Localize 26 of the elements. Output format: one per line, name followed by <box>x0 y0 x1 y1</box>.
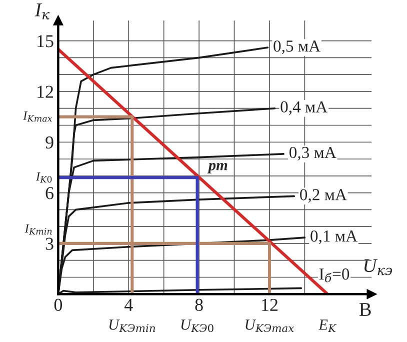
annotation: U$_{KЭmin}$ <box>109 320 156 332</box>
series-label: 0,2 мA <box>300 189 347 203</box>
x-tick-label: 12 <box>262 298 278 311</box>
x-axis-title: U$_{кэ}$ <box>364 259 392 276</box>
series-label: 0,1 мA <box>310 230 358 244</box>
annotation: I$_{K0}$ <box>36 172 52 183</box>
y-tick-label: 15 <box>38 35 54 48</box>
annotation: I$_{Kmin}$ <box>24 224 52 234</box>
x-tick-label: 4 <box>124 298 133 311</box>
annotation: U$_{KЭ0}$ <box>181 320 214 332</box>
y-tick-label: 12 <box>38 86 54 98</box>
annotation: U$_{KЭmax}$ <box>246 320 294 332</box>
annotation: E$_{K}$ <box>318 320 337 332</box>
text: B <box>359 303 371 316</box>
annotation: pm <box>207 162 228 174</box>
series-label: 0,3 мA <box>289 146 336 161</box>
y-tick-label: 9 <box>46 136 54 149</box>
y-tick-label: 6 <box>46 187 54 200</box>
annotation: I$_{Kmax}$ <box>22 112 52 122</box>
x-tick-label: 0 <box>54 298 62 311</box>
x-tick-label: 8 <box>195 298 203 311</box>
y-tick-label: 3 <box>46 238 54 250</box>
y-axis-title: I$_{к}$ <box>34 4 50 20</box>
series-label: 0,4 мA <box>280 101 328 115</box>
series-label: 0,5 мA <box>274 40 320 54</box>
series-label: I$_{б}$=0 <box>319 268 350 282</box>
